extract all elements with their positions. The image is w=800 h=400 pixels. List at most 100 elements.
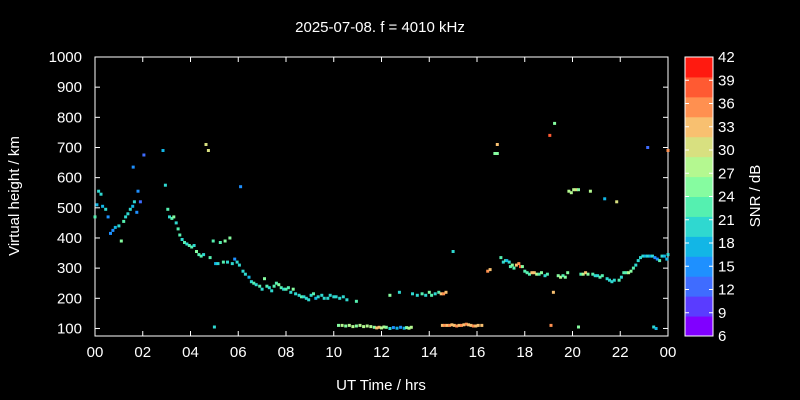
data-point bbox=[411, 292, 414, 296]
x-tick-label: 02 bbox=[134, 344, 151, 361]
colorbar-tick-label: 15 bbox=[718, 258, 735, 275]
colorbar-tick-label: 18 bbox=[718, 235, 735, 252]
data-point bbox=[569, 191, 573, 195]
x-tick-label: 12 bbox=[373, 344, 390, 361]
data-point bbox=[286, 286, 290, 290]
data-point bbox=[474, 324, 478, 328]
y-tick-label: 700 bbox=[57, 139, 82, 156]
plot-border bbox=[94, 56, 669, 337]
data-point bbox=[464, 322, 468, 326]
data-point bbox=[221, 260, 225, 264]
data-point bbox=[326, 296, 330, 300]
data-point bbox=[480, 323, 484, 327]
data-point bbox=[512, 266, 516, 270]
data-point bbox=[206, 149, 210, 152]
data-point bbox=[549, 323, 553, 327]
data-point bbox=[265, 284, 269, 288]
data-point bbox=[409, 325, 413, 329]
data-point bbox=[437, 290, 441, 294]
data-point bbox=[537, 272, 541, 276]
data-point bbox=[289, 290, 293, 294]
data-point bbox=[588, 189, 592, 193]
data-point bbox=[517, 262, 521, 266]
data-point bbox=[501, 260, 505, 264]
data-point bbox=[136, 189, 140, 193]
data-point bbox=[443, 323, 447, 327]
data-point bbox=[279, 286, 283, 290]
data-point bbox=[603, 197, 607, 201]
x-tick-label: 10 bbox=[325, 344, 342, 361]
data-point bbox=[185, 242, 189, 246]
colorbar-swatch bbox=[685, 196, 713, 217]
data-point bbox=[380, 326, 383, 330]
x-tick-label: 18 bbox=[516, 344, 533, 361]
data-point bbox=[316, 295, 320, 299]
data-point bbox=[106, 215, 110, 219]
data-point bbox=[619, 275, 623, 279]
colorbar-swatch bbox=[685, 57, 713, 78]
data-point bbox=[126, 212, 130, 216]
data-point bbox=[617, 278, 621, 282]
y-axis-label: Virtual height / km bbox=[6, 136, 23, 256]
data-point bbox=[510, 263, 514, 267]
y-tick-label: 900 bbox=[57, 79, 82, 96]
colorbar-tick-label: 12 bbox=[718, 282, 735, 299]
x-axis-label: UT Time / hrs bbox=[336, 377, 426, 394]
data-point bbox=[584, 271, 588, 275]
data-point bbox=[405, 326, 409, 330]
data-point bbox=[666, 253, 670, 257]
x-tick-label: 16 bbox=[469, 344, 486, 361]
y-tick-label: 600 bbox=[57, 170, 82, 187]
data-point bbox=[499, 256, 503, 260]
data-point bbox=[639, 256, 642, 260]
data-point bbox=[142, 153, 146, 157]
data-point bbox=[187, 244, 191, 247]
data-point bbox=[495, 143, 499, 146]
data-point bbox=[572, 188, 576, 192]
data-point bbox=[629, 269, 633, 273]
data-point bbox=[493, 152, 497, 155]
data-point bbox=[653, 256, 657, 260]
data-point bbox=[208, 256, 212, 260]
data-point bbox=[267, 286, 271, 290]
data-point bbox=[183, 241, 186, 244]
colorbar-tick-label: 36 bbox=[718, 96, 735, 113]
data-point bbox=[322, 296, 326, 300]
data-point bbox=[354, 299, 358, 303]
data-point bbox=[263, 277, 266, 281]
data-point bbox=[505, 259, 509, 263]
data-point bbox=[439, 292, 443, 296]
data-point bbox=[535, 272, 539, 276]
data-point bbox=[532, 271, 536, 275]
data-point bbox=[237, 263, 241, 267]
data-point bbox=[382, 325, 386, 329]
data-point bbox=[258, 284, 262, 288]
data-point bbox=[615, 200, 619, 204]
data-point bbox=[520, 265, 524, 269]
data-point bbox=[340, 323, 344, 327]
data-point bbox=[430, 293, 434, 297]
x-tick-label: 22 bbox=[612, 344, 629, 361]
data-point bbox=[548, 133, 552, 137]
data-point bbox=[174, 221, 178, 225]
data-point bbox=[561, 274, 565, 278]
data-point bbox=[424, 293, 428, 297]
data-point bbox=[600, 274, 604, 278]
data-point bbox=[528, 272, 531, 276]
x-tick-label: 06 bbox=[230, 344, 247, 361]
data-point bbox=[197, 253, 201, 257]
data-point bbox=[655, 257, 659, 261]
colorbar-swatch bbox=[685, 156, 713, 178]
data-point bbox=[634, 263, 638, 267]
data-point bbox=[420, 292, 424, 296]
data-point bbox=[488, 268, 492, 272]
data-point bbox=[442, 292, 446, 296]
data-point bbox=[138, 200, 142, 204]
data-point bbox=[338, 296, 342, 300]
data-point bbox=[190, 245, 194, 249]
data-point bbox=[199, 254, 203, 258]
data-point bbox=[469, 323, 473, 327]
data-point bbox=[457, 323, 461, 327]
data-point bbox=[646, 146, 650, 149]
data-point bbox=[445, 323, 449, 327]
